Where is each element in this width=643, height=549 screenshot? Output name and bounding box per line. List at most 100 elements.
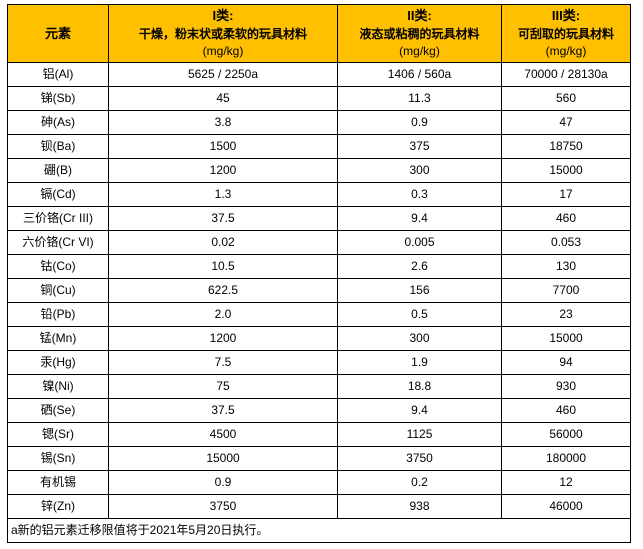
value-cell: 0.3 (337, 182, 502, 207)
value-cell: 300 (337, 158, 502, 183)
col-header-class1-title: I类: (212, 8, 234, 23)
col-header-class2: II类: 液态或粘稠的玩具材料 (mg/kg) (337, 4, 502, 63)
value-cell: 1406 / 560a (337, 62, 502, 87)
element-cell: 钡(Ba) (7, 134, 109, 159)
value-cell: 3750 (337, 446, 502, 471)
value-cell: 0.9 (337, 110, 502, 135)
element-cell: 砷(As) (7, 110, 109, 135)
value-cell: 75 (108, 374, 338, 399)
element-cell: 铅(Pb) (7, 302, 109, 327)
value-cell: 0.005 (337, 230, 502, 255)
table-row: 三价铬(Cr III) 37.5 9.4 460 (7, 206, 631, 231)
element-cell: 铝(Al) (7, 62, 109, 87)
col-header-element: 元素 (7, 4, 109, 63)
table-row: 铅(Pb) 2.0 0.5 23 (7, 302, 631, 327)
value-cell: 1200 (108, 158, 338, 183)
table-row: 锶(Sr) 4500 1125 56000 (7, 422, 631, 447)
table-row: 锰(Mn) 1200 300 15000 (7, 326, 631, 351)
element-cell: 六价铬(Cr VI) (7, 230, 109, 255)
element-cell: 硼(B) (7, 158, 109, 183)
value-cell: 180000 (501, 446, 631, 471)
table-row: 钡(Ba) 1500 375 18750 (7, 134, 631, 159)
value-cell: 0.02 (108, 230, 338, 255)
table-row: 有机锡 0.9 0.2 12 (7, 470, 631, 495)
value-cell: 47 (501, 110, 631, 135)
element-cell: 汞(Hg) (7, 350, 109, 375)
element-cell: 三价铬(Cr III) (7, 206, 109, 231)
element-cell: 锶(Sr) (7, 422, 109, 447)
value-cell: 7.5 (108, 350, 338, 375)
table-body: 铝(Al) 5625 / 2250a 1406 / 560a 70000 / 2813… (7, 62, 631, 519)
col-header-class3-desc: 可刮取的玩具材料 (517, 27, 614, 41)
value-cell: 130 (501, 254, 631, 279)
value-cell: 11.3 (337, 86, 502, 111)
value-cell: 1200 (108, 326, 338, 351)
value-cell: 560 (501, 86, 631, 111)
value-cell: 5625 / 2250a (108, 62, 338, 87)
value-cell: 15000 (501, 158, 631, 183)
value-cell: 3750 (108, 494, 338, 519)
element-cell: 钴(Co) (7, 254, 109, 279)
value-cell: 7700 (501, 278, 631, 303)
col-header-class1-desc: 干燥，粉末状或柔软的玩具材料 (138, 27, 307, 41)
value-cell: 18750 (501, 134, 631, 159)
value-cell: 37.5 (108, 398, 338, 423)
value-cell: 23 (501, 302, 631, 327)
table-row: 锑(Sb) 45 11.3 560 (7, 86, 631, 111)
value-cell: 18.8 (337, 374, 502, 399)
value-cell: 94 (501, 350, 631, 375)
element-cell: 镉(Cd) (7, 182, 109, 207)
table-row: 钴(Co) 10.5 2.6 130 (7, 254, 631, 279)
table-footer: a新的铝元素迁移限值将于2021年5月20日执行。 (7, 518, 631, 543)
table-row: 六价铬(Cr VI) 0.02 0.005 0.053 (7, 230, 631, 255)
value-cell: 2.0 (108, 302, 338, 327)
element-cell: 锌(Zn) (7, 494, 109, 519)
table-row: 锡(Sn) 15000 3750 180000 (7, 446, 631, 471)
col-header-class2-desc: 液态或粘稠的玩具材料 (359, 27, 480, 41)
col-header-class1-unit: (mg/kg) (202, 44, 244, 58)
element-cell: 锑(Sb) (7, 86, 109, 111)
value-cell: 9.4 (337, 398, 502, 423)
value-cell: 17 (501, 182, 631, 207)
value-cell: 460 (501, 398, 631, 423)
value-cell: 1500 (108, 134, 338, 159)
table-row: 镉(Cd) 1.3 0.3 17 (7, 182, 631, 207)
table-row: 砷(As) 3.8 0.9 47 (7, 110, 631, 135)
value-cell: 70000 / 28130a (501, 62, 631, 87)
table-row: 硼(B) 1200 300 15000 (7, 158, 631, 183)
table-row: 铜(Cu) 622.5 156 7700 (7, 278, 631, 303)
table-row: 铝(Al) 5625 / 2250a 1406 / 560a 70000 / 2813… (7, 62, 631, 87)
element-cell: 锰(Mn) (7, 326, 109, 351)
value-cell: 0.053 (501, 230, 631, 255)
element-cell: 锡(Sn) (7, 446, 109, 471)
element-cell: 镍(Ni) (7, 374, 109, 399)
value-cell: 0.9 (108, 470, 338, 495)
value-cell: 9.4 (337, 206, 502, 231)
table-header: 元素 I类: 干燥，粉末状或柔软的玩具材料 (mg/kg) II类: 液态或粘稠… (7, 4, 631, 63)
col-header-class3-title: III类: (551, 8, 581, 23)
value-cell: 0.5 (337, 302, 502, 327)
element-cell: 铜(Cu) (7, 278, 109, 303)
col-header-class1: I类: 干燥，粉末状或柔软的玩具材料 (mg/kg) (108, 4, 338, 63)
value-cell: 45 (108, 86, 338, 111)
value-cell: 15000 (108, 446, 338, 471)
table-row: 镍(Ni) 75 18.8 930 (7, 374, 631, 399)
value-cell: 938 (337, 494, 502, 519)
value-cell: 930 (501, 374, 631, 399)
element-cell: 硒(Se) (7, 398, 109, 423)
col-header-class3: III类: 可刮取的玩具材料 (mg/kg) (501, 4, 631, 63)
col-header-element-label: 元素 (44, 25, 71, 41)
value-cell: 375 (337, 134, 502, 159)
value-cell: 10.5 (108, 254, 338, 279)
value-cell: 156 (337, 278, 502, 303)
value-cell: 622.5 (108, 278, 338, 303)
value-cell: 0.2 (337, 470, 502, 495)
header-row: 元素 I类: 干燥，粉末状或柔软的玩具材料 (mg/kg) II类: 液态或粘稠… (7, 4, 631, 63)
table-row: 锌(Zn) 3750 938 46000 (7, 494, 631, 519)
value-cell: 460 (501, 206, 631, 231)
value-cell: 2.6 (337, 254, 502, 279)
value-cell: 15000 (501, 326, 631, 351)
value-cell: 3.8 (108, 110, 338, 135)
table-row: 硒(Se) 37.5 9.4 460 (7, 398, 631, 423)
